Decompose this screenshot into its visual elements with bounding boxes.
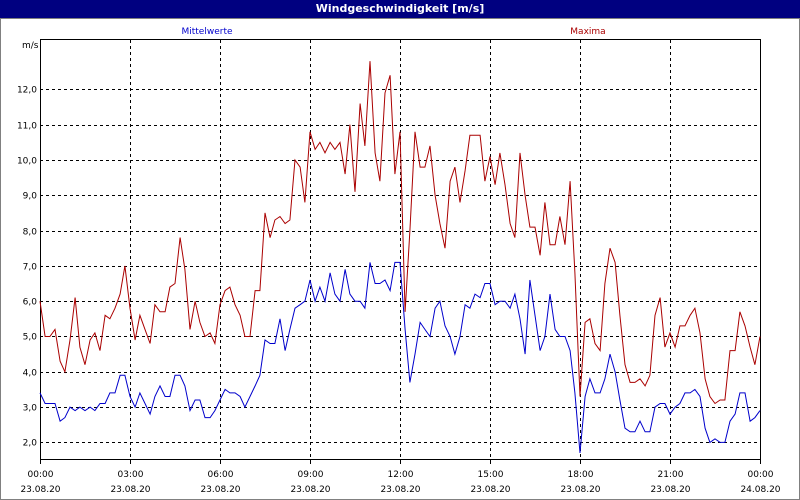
- x-tick-date: 23.08.20: [20, 485, 60, 495]
- x-tick-time: 06:00: [208, 470, 234, 480]
- x-tick-date: 24.08.20: [740, 485, 780, 495]
- plot-border: [40, 39, 761, 460]
- grid: [40, 40, 761, 464]
- series-line-maxima: [39, 61, 761, 405]
- x-tick-time: 00:00: [748, 470, 774, 480]
- y-tick-label: 5,0: [23, 333, 38, 343]
- y-tick-label: 12,0: [17, 86, 37, 96]
- x-tick-time: 00:00: [28, 470, 54, 480]
- x-tick-date: 23.08.20: [290, 485, 330, 495]
- y-tick-label: 10,0: [17, 157, 37, 167]
- series-lines: [39, 61, 761, 453]
- y-tick-label: 4,0: [23, 369, 38, 379]
- y-tick-label: 11,0: [17, 122, 37, 132]
- legend-maxima: Maxima: [570, 27, 605, 37]
- x-tick-date: 23.08.20: [200, 485, 240, 495]
- y-tick-label: 2,0: [23, 439, 38, 449]
- x-tick-labels: 00:00 23.08.20 03:00 23.08.20 06:00 23.08.20 0…: [20, 470, 780, 495]
- x-tick-time: 15:00: [478, 470, 504, 480]
- y-tick-labels: 2,0 3,0 4,0 5,0 6,0 7,0 8,0 9,0 10,0 11,0 12,0: [17, 86, 37, 449]
- x-tick-time: 09:00: [298, 470, 324, 480]
- x-tick-date: 23.08.20: [650, 485, 690, 495]
- y-tick-label: 7,0: [23, 263, 38, 273]
- y-tick-label: 8,0: [23, 228, 38, 238]
- legend-mittelwerte: Mittelwerte: [181, 27, 232, 37]
- series-line-mittelwerte: [39, 261, 761, 453]
- window-title: Windgeschwindigkeit [m/s]: [0, 0, 800, 18]
- wind-speed-chart: m/s Mittelwerte Maxima 2,0 3,0 4,0 5,0 6,0 7,…: [0, 18, 800, 500]
- y-tick-label: 3,0: [23, 404, 38, 414]
- x-tick-time: 21:00: [658, 470, 684, 480]
- x-tick-time: 12:00: [388, 470, 414, 480]
- y-tick-label: 9,0: [23, 192, 38, 202]
- y-tick-label: 6,0: [23, 298, 38, 308]
- x-tick-date: 23.08.20: [110, 485, 150, 495]
- x-tick-date: 23.08.20: [560, 485, 600, 495]
- x-tick-date: 23.08.20: [380, 485, 420, 495]
- x-tick-time: 03:00: [118, 470, 144, 480]
- y-axis-label: m/s: [22, 41, 39, 51]
- x-tick-time: 18:00: [568, 470, 594, 480]
- x-tick-date: 23.08.20: [470, 485, 510, 495]
